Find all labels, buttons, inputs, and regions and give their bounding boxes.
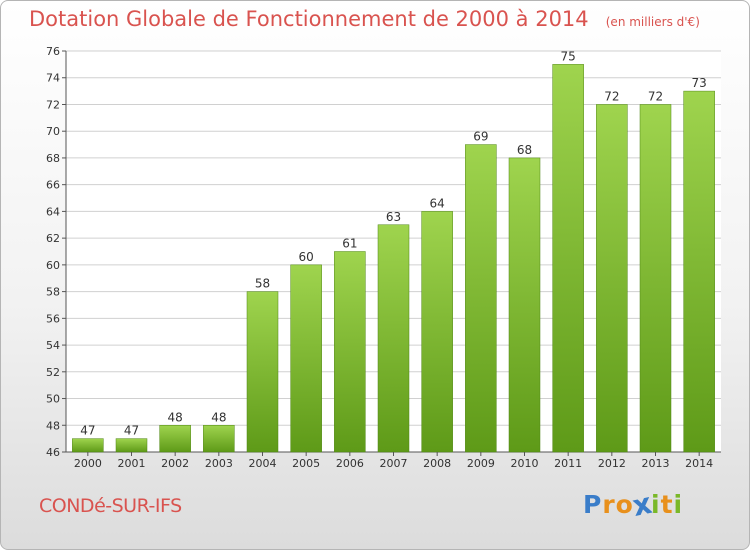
chart-title-row: Dotation Globale de Fonctionnement de 20… (29, 7, 700, 31)
y-tick-label: 54 (46, 339, 60, 352)
y-tick-label: 68 (46, 152, 60, 165)
y-tick-label: 74 (46, 72, 60, 85)
bar-2010 (508, 157, 541, 453)
data-label-2003: 48 (211, 410, 226, 424)
data-label-2002: 48 (168, 410, 183, 424)
x-tick-label-2010: 2010 (511, 457, 539, 470)
data-label-2007: 63 (386, 210, 401, 224)
data-label-2010: 68 (517, 143, 532, 157)
bar-2003 (203, 425, 235, 453)
data-label-2012: 72 (604, 89, 619, 103)
x-tick-label-2009: 2009 (467, 457, 495, 470)
commune-name: CONDé-SUR-IFS (39, 495, 182, 517)
bar-2013 (639, 104, 672, 453)
bar-2001 (115, 438, 148, 453)
bar-2005 (290, 264, 322, 453)
y-tick-label: 50 (46, 393, 60, 406)
chart-subtitle: (en milliers d'€) (605, 15, 700, 29)
y-tick-label: 70 (46, 125, 60, 138)
data-label-2013: 72 (648, 89, 663, 103)
logo-letter: r (602, 490, 616, 519)
logo-letter: o (615, 490, 634, 519)
logo-letter: i (673, 490, 684, 519)
y-tick-label: 58 (46, 286, 60, 299)
bar-2004 (246, 291, 279, 453)
data-label-2008: 64 (430, 196, 445, 210)
bar-2014 (683, 90, 715, 453)
logo-letter: i (651, 490, 661, 519)
data-label-2001: 47 (124, 424, 139, 438)
bar-2000 (72, 438, 104, 453)
y-tick-label: 56 (46, 312, 60, 325)
y-tick-label: 52 (46, 366, 60, 379)
bar-2008 (421, 211, 453, 453)
y-tick-label: 76 (46, 45, 60, 58)
bar-2002 (159, 425, 191, 453)
y-tick-label: 64 (46, 205, 60, 218)
bar-2012 (596, 104, 628, 453)
data-label-2004: 58 (255, 277, 270, 291)
x-tick-label-2004: 2004 (249, 457, 277, 470)
data-label-2014: 73 (692, 76, 707, 90)
x-tick-label-2003: 2003 (205, 457, 233, 470)
y-tick-label: 48 (46, 419, 60, 432)
y-tick-label: 46 (46, 446, 60, 459)
proxiti-logo[interactable]: Proxiti (583, 486, 684, 523)
x-tick-label-2000: 2000 (74, 457, 102, 470)
y-tick-label: 62 (46, 232, 60, 245)
x-tick-label-2014: 2014 (685, 457, 713, 470)
bar-2006 (334, 251, 366, 453)
x-tick-label-2011: 2011 (554, 457, 582, 470)
logo-letter: t (660, 490, 674, 519)
bar-2009 (465, 144, 497, 453)
data-label-2006: 61 (342, 237, 357, 251)
x-tick-label-2001: 2001 (118, 457, 146, 470)
data-label-2005: 60 (299, 250, 314, 264)
chart-title: Dotation Globale de Fonctionnement de 20… (29, 7, 589, 31)
x-tick-label-2007: 2007 (380, 457, 408, 470)
x-tick-label-2002: 2002 (161, 457, 189, 470)
x-tick-label-2005: 2005 (292, 457, 320, 470)
data-label-2009: 69 (473, 130, 488, 144)
bar-2007 (377, 224, 410, 453)
data-label-2000: 47 (80, 424, 95, 438)
y-tick-label: 72 (46, 98, 60, 111)
x-tick-label-2013: 2013 (642, 457, 670, 470)
data-label-2011: 75 (561, 49, 576, 63)
y-tick-label: 60 (46, 259, 60, 272)
y-tick-label: 66 (46, 179, 60, 192)
logo-letter: P (583, 490, 603, 519)
x-tick-label-2012: 2012 (598, 457, 626, 470)
x-tick-label-2006: 2006 (336, 457, 364, 470)
bar-2011 (552, 64, 584, 453)
x-tick-label-2008: 2008 (423, 457, 451, 470)
